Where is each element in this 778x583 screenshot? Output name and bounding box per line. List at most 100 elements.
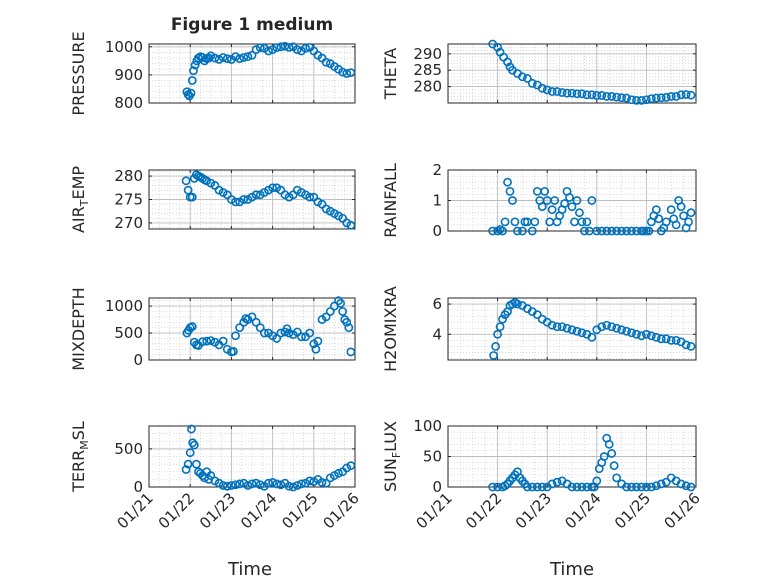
y-axis-label: MIXDEPTH	[69, 287, 88, 370]
data-point	[661, 477, 671, 487]
data-point	[503, 177, 512, 187]
data-point	[226, 481, 236, 490]
data-point	[637, 482, 646, 492]
data-point	[259, 328, 269, 338]
data-point	[218, 336, 228, 346]
data-point	[617, 93, 626, 103]
data-point	[537, 202, 547, 211]
data-point	[577, 89, 587, 99]
data-point	[229, 346, 238, 356]
x-tick-label: 01/25	[278, 489, 321, 532]
data-point	[552, 322, 562, 332]
y-tick-label: 500	[114, 440, 143, 458]
data-point	[342, 69, 352, 78]
x-tick-label: 01/24	[561, 489, 604, 532]
data-point	[518, 72, 527, 82]
data-point	[612, 92, 622, 102]
data-point	[301, 43, 310, 53]
data-point	[671, 92, 681, 101]
data-point	[552, 87, 562, 96]
data-point	[567, 88, 577, 98]
x-tick-label: 01/26	[661, 489, 704, 532]
data-point	[522, 74, 532, 83]
data-point	[612, 473, 622, 483]
data-point	[231, 480, 240, 490]
data-point	[222, 54, 232, 64]
data-point	[311, 344, 321, 354]
data-point	[297, 479, 306, 489]
data-point	[572, 89, 582, 99]
data-point	[280, 41, 290, 51]
data-point	[498, 314, 507, 324]
data-point	[632, 482, 641, 492]
data-point	[612, 226, 622, 236]
data-point	[679, 211, 688, 221]
data-point	[264, 46, 273, 56]
y-tick-label: 2	[432, 161, 442, 179]
data-point	[646, 331, 656, 341]
data-point	[235, 323, 245, 333]
data-point	[587, 90, 597, 100]
data-point	[317, 478, 327, 487]
data-point	[336, 298, 345, 308]
data-point	[676, 202, 686, 211]
subplot-4: 0 1 2 RAINFALL	[381, 161, 697, 240]
data-point	[325, 307, 335, 316]
data-point	[622, 482, 631, 492]
axes-box	[447, 43, 697, 104]
data-point	[218, 481, 228, 490]
data-point	[666, 205, 676, 215]
x-axis-label: Time	[227, 559, 272, 580]
data-point	[522, 482, 532, 492]
data-point	[527, 482, 537, 492]
data-point	[338, 67, 348, 77]
data-point	[513, 299, 522, 309]
data-point	[684, 217, 693, 227]
data-point	[198, 337, 207, 347]
data-point	[651, 205, 661, 215]
data-point	[617, 226, 626, 236]
data-point	[518, 226, 527, 236]
y-tick-label: 900	[114, 66, 143, 84]
y-tick-label: 100	[413, 417, 442, 435]
data-point	[334, 468, 343, 478]
data-point	[235, 479, 245, 489]
data-point	[644, 226, 654, 236]
data-point	[592, 91, 602, 100]
data-point	[268, 183, 277, 193]
y-tick-label: 1000	[105, 297, 143, 315]
data-point	[557, 88, 567, 97]
data-point	[607, 449, 617, 458]
data-point	[627, 328, 636, 338]
data-point	[599, 452, 609, 461]
data-point	[505, 186, 515, 196]
data-point	[532, 482, 542, 492]
y-axis-label: AIRTEMP	[69, 166, 91, 233]
data-point	[202, 336, 212, 346]
data-point	[181, 465, 191, 474]
data-point	[567, 325, 577, 335]
data-point	[342, 317, 352, 327]
axes-box	[148, 43, 356, 104]
data-point	[632, 329, 641, 339]
data-point	[498, 226, 507, 236]
data-point	[503, 57, 512, 67]
data-point	[247, 312, 257, 322]
data-point	[251, 45, 261, 55]
data-point	[268, 478, 277, 487]
data-point	[642, 329, 651, 339]
data-point	[612, 323, 622, 333]
data-point	[251, 190, 261, 200]
data-point	[627, 482, 636, 492]
data-point	[540, 186, 550, 196]
data-point	[686, 341, 696, 351]
data-point	[627, 95, 636, 105]
data-point	[185, 448, 195, 458]
data-point	[247, 479, 257, 489]
data-point	[671, 220, 681, 230]
data-point	[305, 192, 315, 202]
y-tick-label: 800	[114, 94, 143, 112]
data-point	[602, 92, 612, 101]
data-point	[661, 334, 671, 344]
data-point	[656, 334, 666, 344]
